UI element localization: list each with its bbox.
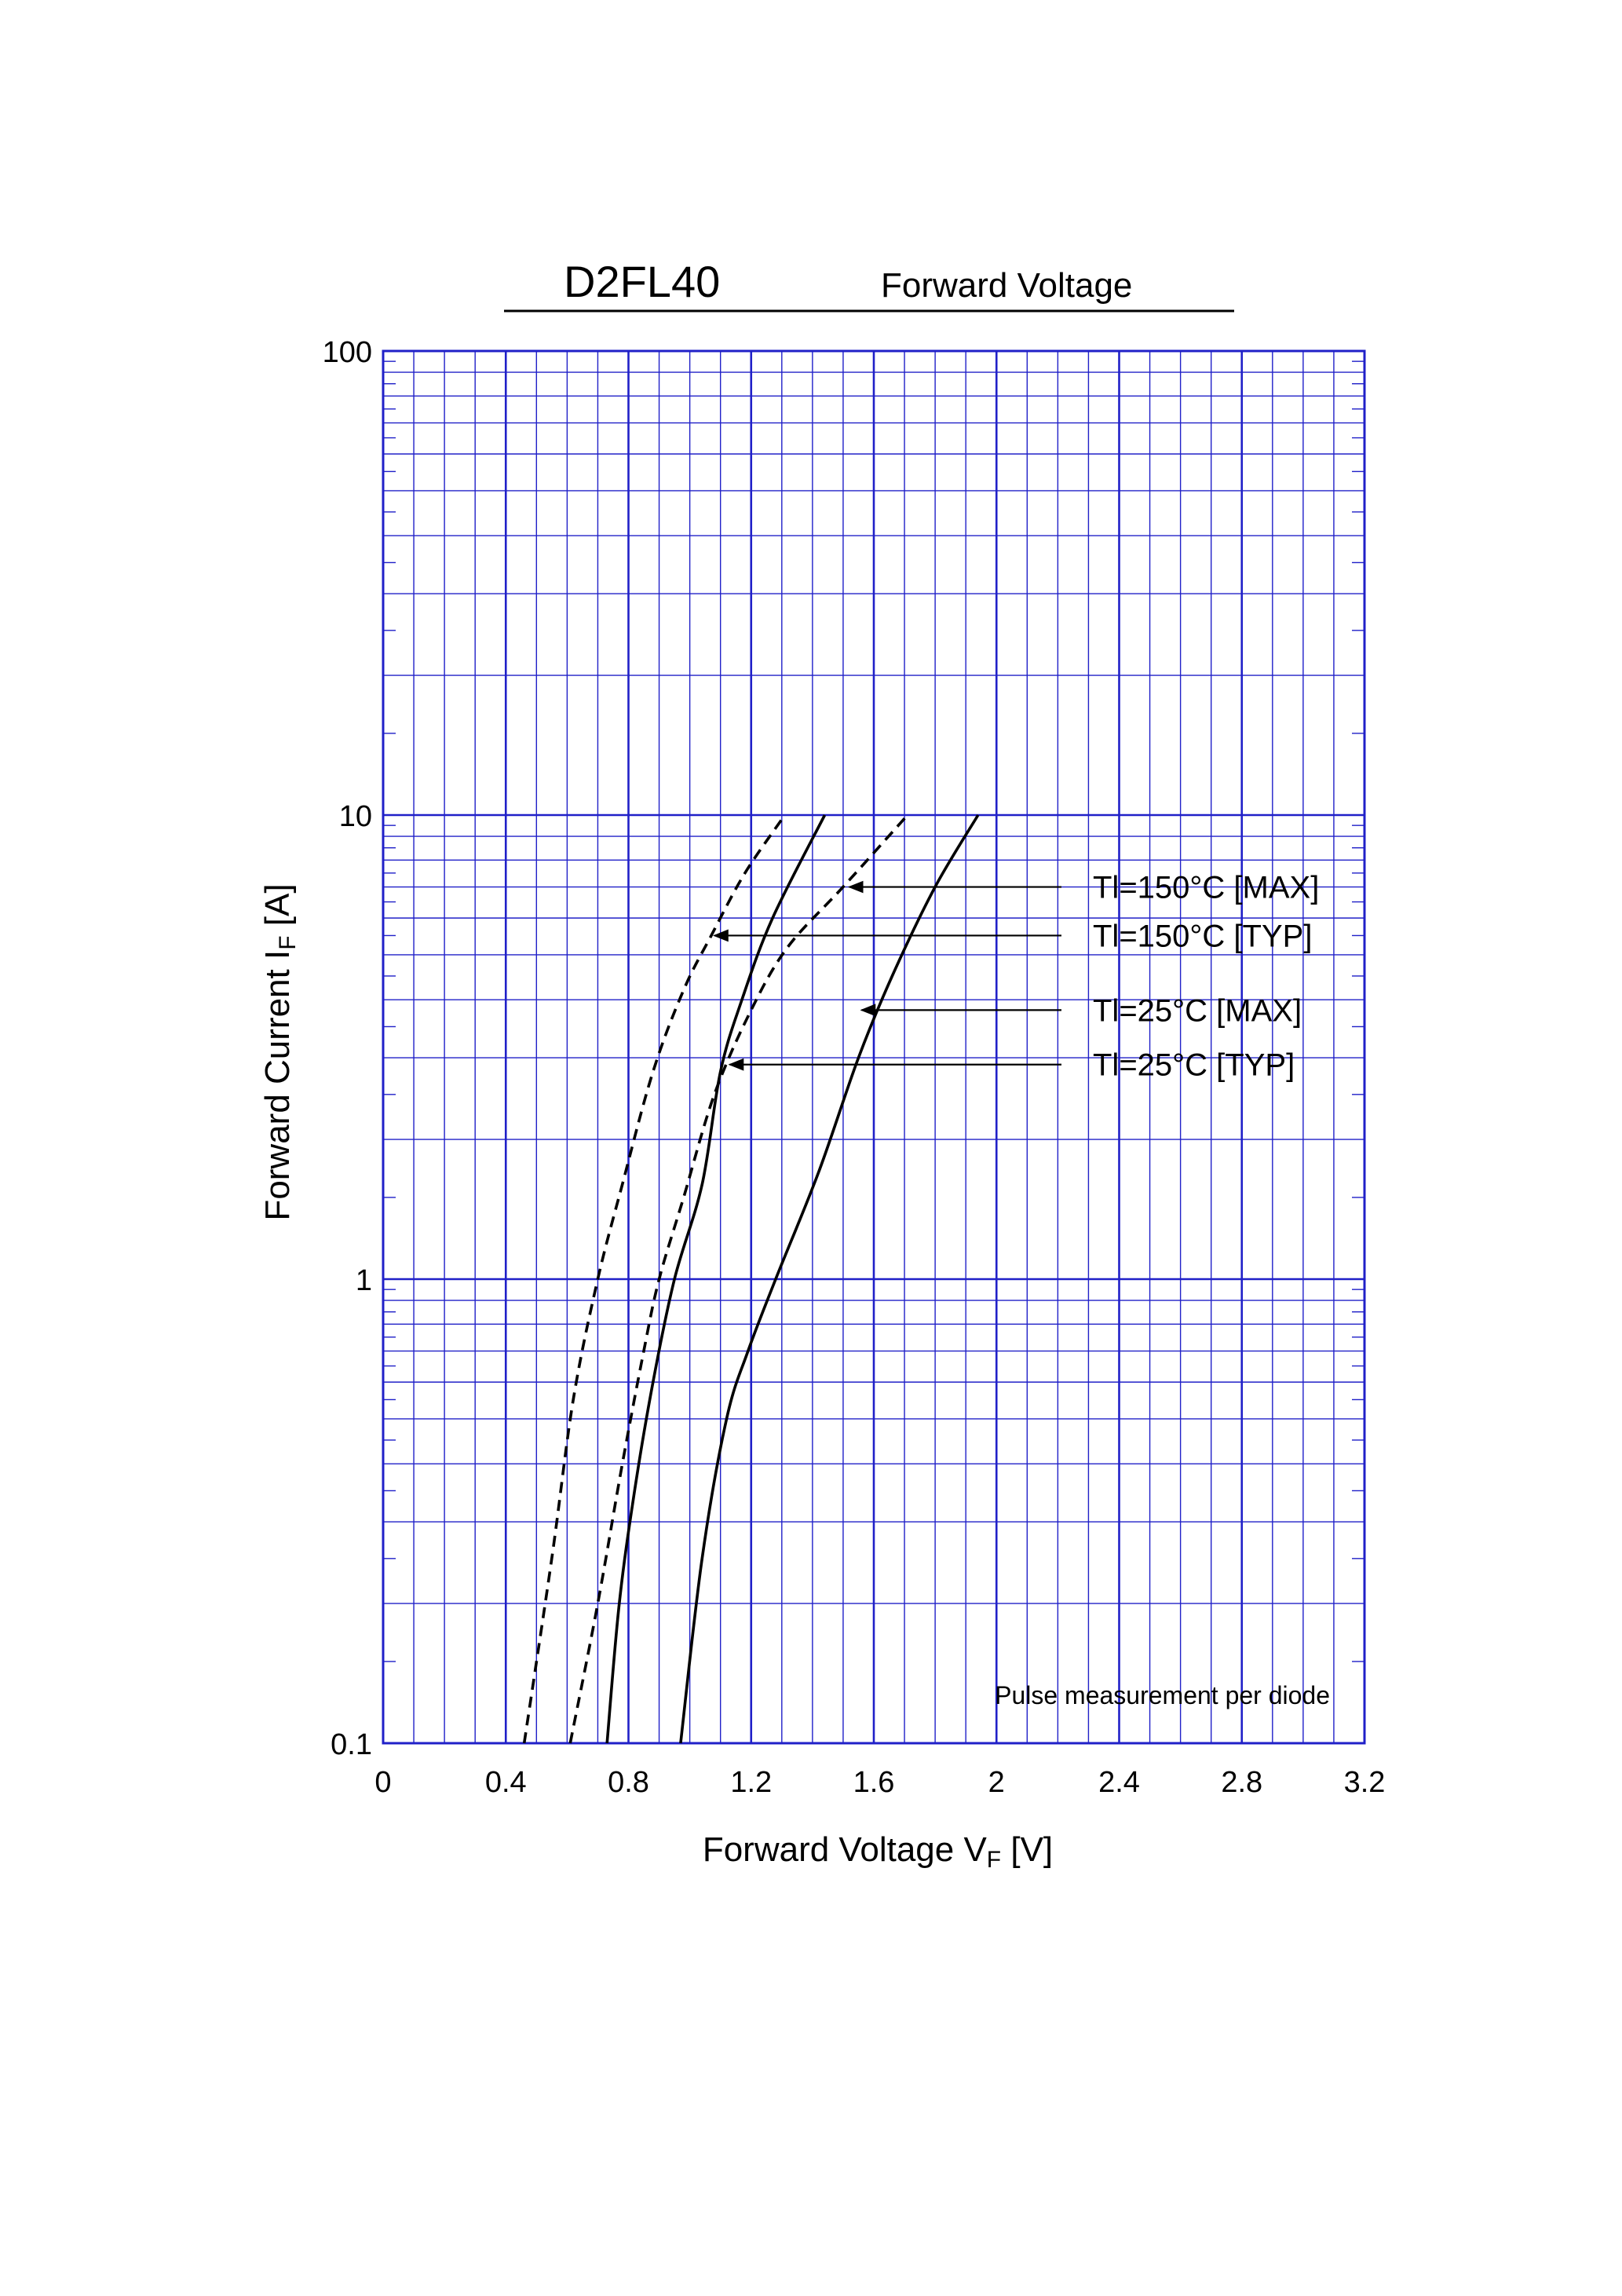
tick-labels: 0 0.4 0.8 1.2 1.6 2 2.4 2.8 3.2 0.1 1 10 100	[323, 336, 1386, 1799]
x-tick-label: 2.4	[1098, 1766, 1140, 1799]
x-tick-label: 2	[988, 1766, 1005, 1799]
y-axis-label-unit: [A]	[258, 883, 297, 935]
annotation-label: Tl=150°C [TYP]	[1093, 919, 1312, 953]
y-tick-label: 100	[323, 336, 372, 369]
x-tick-label: 0.4	[485, 1766, 527, 1799]
x-tick-label: 1.6	[853, 1766, 895, 1799]
x-tick-label: 3.2	[1344, 1766, 1386, 1799]
x-axis-label-unit: [V]	[1001, 1830, 1053, 1869]
x-tick-label: 2.8	[1221, 1766, 1262, 1799]
series-line	[568, 813, 909, 1744]
x-tick-label: 0	[374, 1766, 391, 1799]
annotation-label: Tl=150°C [MAX]	[1093, 871, 1319, 905]
x-axis-label-main: Forward Voltage V	[703, 1830, 988, 1869]
series-line	[679, 814, 980, 1744]
curves	[522, 813, 980, 1744]
annotation-label: Tl=25°C [TYP]	[1093, 1048, 1295, 1083]
chart-title: Forward Voltage	[881, 266, 1132, 305]
y-tick-label: 10	[339, 800, 372, 833]
x-axis-label: Forward Voltage VF [V]	[703, 1830, 1053, 1873]
x-axis-label-sub: F	[987, 1847, 1001, 1873]
part-number: D2FL40	[564, 257, 720, 306]
annotations: Tl=150°C [MAX] Tl=150°C [TYP] Tl=25°C [MAX…	[712, 871, 1319, 1083]
plot-frame	[382, 349, 1366, 1745]
y-axis-label-main: Forward Current I	[258, 950, 297, 1221]
x-tick-label: 1.2	[730, 1766, 772, 1799]
y-tick-label: 0.1	[331, 1728, 372, 1761]
grid	[382, 349, 1366, 1745]
series-line	[605, 814, 827, 1744]
series-line	[522, 813, 787, 1744]
y-axis-label-sub: F	[275, 935, 301, 949]
pulse-note: Pulse measurement per diode	[995, 1681, 1330, 1709]
annotation-label: Tl=25°C [MAX]	[1093, 993, 1302, 1028]
y-axis-label: Forward Current IF [A]	[258, 883, 301, 1220]
x-tick-label: 0.8	[608, 1766, 649, 1799]
y-tick-label: 1	[356, 1264, 372, 1297]
